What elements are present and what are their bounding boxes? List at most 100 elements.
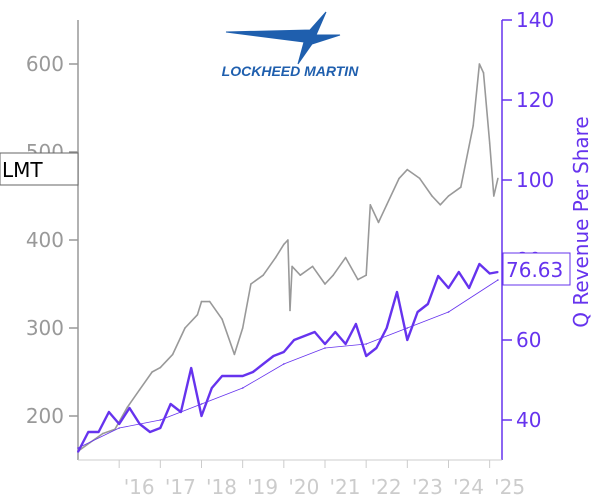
revenue-series-point bbox=[458, 271, 460, 273]
price-series-point bbox=[299, 274, 302, 277]
price-series-point bbox=[159, 366, 162, 369]
revenue-series-point bbox=[488, 272, 491, 275]
x-tick-label: '24 bbox=[453, 475, 484, 499]
revenue-series-point bbox=[468, 287, 470, 289]
revenue-series-point bbox=[283, 351, 285, 353]
revenue-series-point bbox=[97, 431, 100, 433]
left-tick-label: 600 bbox=[26, 52, 64, 76]
price-series-point bbox=[418, 177, 421, 180]
price-series-point bbox=[196, 314, 199, 316]
price-series-point bbox=[138, 388, 141, 391]
revenue-series-point bbox=[241, 375, 244, 377]
revenue-series-point bbox=[497, 271, 499, 273]
revenue-trend-point bbox=[447, 311, 450, 313]
ticker-label: LMT bbox=[2, 158, 43, 182]
revenue-series-point bbox=[447, 287, 450, 289]
x-tick-label: '18 bbox=[206, 475, 237, 499]
right-tick-label: 120 bbox=[516, 88, 554, 112]
revenue-series-point bbox=[190, 367, 192, 369]
price-series-point bbox=[344, 256, 347, 259]
x-tick-label: '19 bbox=[247, 475, 278, 499]
x-tick-label: '17 bbox=[165, 475, 196, 499]
revenue-trend-point bbox=[406, 327, 409, 329]
revenue-trend-point bbox=[283, 363, 285, 365]
price-series-line bbox=[77, 63, 499, 452]
revenue-series-point bbox=[200, 415, 203, 417]
price-series-point bbox=[200, 300, 203, 303]
price-series-point bbox=[472, 124, 475, 127]
revenue-series-point bbox=[159, 427, 162, 429]
price-series-point bbox=[385, 204, 388, 206]
price-series-point bbox=[439, 204, 442, 206]
last-value-box bbox=[502, 252, 571, 286]
revenue-series-point bbox=[365, 355, 368, 357]
x-time-axis: '16 '17 '18 '19 '20 '21 '22 '23 '24 '25 bbox=[78, 459, 525, 499]
revenue-series-point bbox=[478, 263, 481, 265]
right-tick-label: 40 bbox=[516, 408, 541, 432]
revenue-series-point bbox=[108, 411, 110, 413]
labels-layer: LMT 76.63 bbox=[0, 152, 571, 286]
revenue-trend-point bbox=[365, 343, 368, 345]
revenue-series-point bbox=[334, 331, 337, 333]
price-series-point bbox=[250, 283, 252, 285]
x-tick-label: '20 bbox=[288, 475, 319, 499]
price-series-point bbox=[126, 406, 129, 409]
revenue-series-point bbox=[87, 431, 90, 433]
price-series-point bbox=[208, 300, 211, 303]
revenue-trend-point bbox=[324, 347, 326, 349]
price-series-point bbox=[221, 318, 223, 321]
logo-star-mark bbox=[225, 11, 341, 65]
left-tick-label: 300 bbox=[26, 316, 64, 340]
lockheed-martin-logo: LOCKHEED MARTIN bbox=[222, 11, 360, 79]
price-series-point bbox=[447, 195, 450, 197]
revenue-trend-point bbox=[77, 447, 79, 449]
x-tick-label: '23 bbox=[412, 475, 443, 499]
series-layer bbox=[76, 63, 499, 453]
price-series-point bbox=[101, 432, 104, 435]
price-series-point bbox=[369, 204, 372, 206]
price-series-point bbox=[460, 186, 462, 188]
price-series-point bbox=[291, 265, 293, 268]
price-series-point bbox=[332, 274, 335, 277]
revenue-trend-point bbox=[241, 387, 244, 389]
x-tick-label: '25 bbox=[494, 475, 525, 499]
price-series-point bbox=[357, 278, 359, 281]
price-series-point bbox=[287, 239, 289, 241]
right-tick-label: 60 bbox=[516, 328, 541, 352]
price-series-point bbox=[233, 353, 236, 356]
revenue-series-point bbox=[262, 363, 265, 365]
price-series-point bbox=[493, 195, 495, 197]
revenue-trend-point bbox=[497, 279, 499, 281]
price-series-point bbox=[289, 309, 291, 312]
revenue-series-point bbox=[149, 431, 151, 433]
price-series-point bbox=[406, 168, 409, 171]
revenue-series-point bbox=[355, 323, 357, 325]
logo-text: LOCKHEED MARTIN bbox=[222, 63, 360, 79]
revenue-series-point bbox=[303, 335, 306, 337]
price-series-point bbox=[377, 221, 380, 224]
revenue-trend-point bbox=[159, 419, 162, 421]
revenue-series-point bbox=[313, 331, 316, 333]
revenue-trend-point bbox=[118, 427, 120, 429]
price-series-point bbox=[184, 327, 186, 329]
ticker-box bbox=[0, 152, 79, 186]
price-series-point bbox=[241, 327, 244, 329]
revenue-series-point bbox=[406, 339, 409, 341]
revenue-series-point bbox=[324, 343, 326, 345]
revenue-series-line bbox=[76, 262, 499, 453]
revenue-series-point bbox=[211, 387, 213, 389]
right-axis-title: Q Revenue Per Share bbox=[569, 116, 593, 328]
revenue-series-point bbox=[427, 303, 429, 305]
revenue-series-point bbox=[221, 375, 223, 377]
revenue-series-point bbox=[437, 275, 440, 277]
revenue-series-point bbox=[375, 347, 378, 349]
revenue-trend-point bbox=[200, 403, 203, 405]
revenue-series-point bbox=[344, 343, 347, 345]
revenue-series-point bbox=[272, 355, 275, 357]
revenue-series-point bbox=[118, 423, 120, 425]
price-series-point bbox=[431, 195, 433, 197]
right-revenue-axis: 406080100120140Q Revenue Per Share bbox=[501, 8, 593, 460]
right-tick-label: 140 bbox=[516, 8, 554, 32]
last-value-label: 76.63 bbox=[506, 258, 563, 282]
